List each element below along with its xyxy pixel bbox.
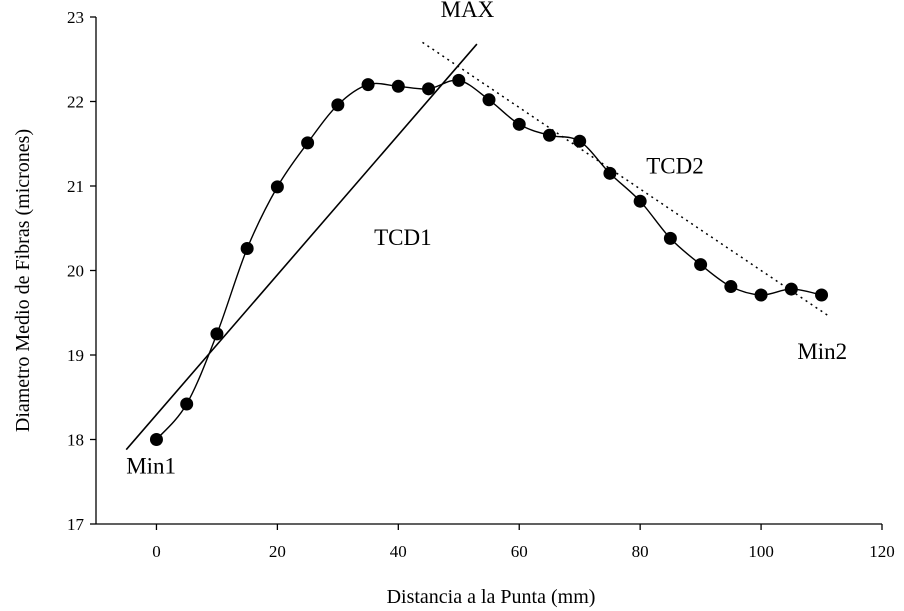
x-tick-label: 80 bbox=[632, 542, 649, 561]
data-series bbox=[149, 73, 829, 446]
trendline-tcd1 bbox=[125, 43, 478, 451]
data-point bbox=[603, 166, 617, 180]
data-point bbox=[663, 231, 677, 245]
data-point bbox=[633, 194, 647, 208]
data-point bbox=[784, 282, 798, 296]
data-point bbox=[149, 433, 163, 446]
data-point bbox=[724, 280, 738, 294]
x-tick-label: 40 bbox=[390, 542, 407, 561]
data-point bbox=[542, 128, 556, 142]
annotations: MAX TCD1 TCD2 Min1 Min2 bbox=[126, 0, 847, 478]
data-point bbox=[391, 79, 405, 93]
y-tick-label: 19 bbox=[67, 346, 84, 365]
x-tick-label: 0 bbox=[152, 542, 161, 561]
x-tick-label: 120 bbox=[869, 542, 895, 561]
data-point bbox=[270, 180, 284, 194]
data-point bbox=[482, 93, 496, 107]
annotation-tcd1: TCD1 bbox=[374, 225, 432, 250]
annotation-tcd2: TCD2 bbox=[646, 153, 704, 178]
data-point bbox=[422, 82, 436, 96]
y-tick-label: 20 bbox=[67, 262, 84, 281]
annotation-min2: Min2 bbox=[797, 339, 847, 364]
data-point bbox=[754, 288, 768, 302]
data-point bbox=[301, 136, 315, 150]
annotation-max: MAX bbox=[441, 0, 495, 22]
data-point bbox=[361, 78, 375, 92]
annotation-min1: Min1 bbox=[126, 453, 176, 478]
series-line bbox=[155, 79, 822, 440]
data-point bbox=[694, 258, 708, 272]
y-tick-label: 23 bbox=[67, 8, 84, 27]
data-point bbox=[815, 288, 829, 302]
trendlines bbox=[125, 41, 829, 451]
data-point bbox=[512, 117, 526, 131]
y-axis-title: Diametro Medio de Fibras (micrones) bbox=[12, 129, 34, 432]
y-tick-label: 22 bbox=[67, 93, 84, 112]
data-point bbox=[452, 73, 466, 87]
ticks: 17 18 19 20 21 22 23 0 20 40 60 80 100 120 bbox=[67, 8, 895, 561]
y-tick-label: 21 bbox=[67, 177, 84, 196]
data-point bbox=[240, 242, 254, 256]
data-point bbox=[210, 327, 224, 341]
trendline-tcd2 bbox=[422, 41, 829, 316]
y-tick-label: 18 bbox=[67, 431, 84, 450]
x-axis-title: Distancia a la Punta (mm) bbox=[387, 586, 596, 608]
x-tick-label: 20 bbox=[269, 542, 286, 561]
x-tick-label: 60 bbox=[511, 542, 528, 561]
data-point bbox=[180, 397, 194, 411]
y-tick-label: 17 bbox=[67, 515, 85, 534]
data-point bbox=[331, 98, 345, 112]
axes bbox=[95, 17, 882, 525]
data-point bbox=[573, 134, 587, 148]
x-tick-label: 100 bbox=[748, 542, 774, 561]
